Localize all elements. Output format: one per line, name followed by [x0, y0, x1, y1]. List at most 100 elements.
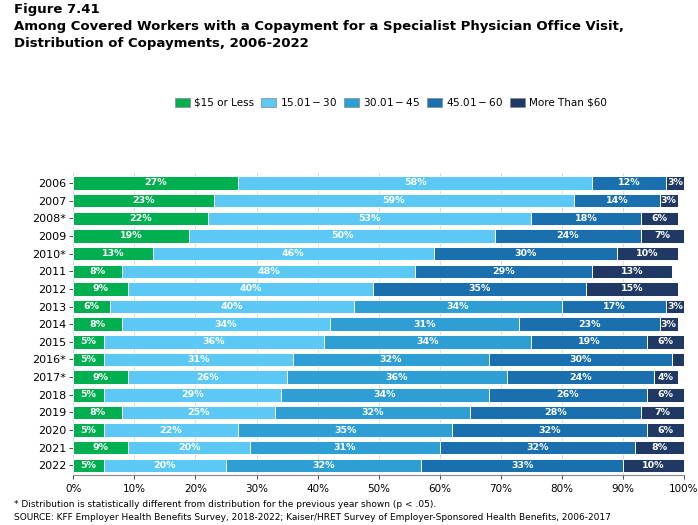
- Text: 8%: 8%: [651, 443, 668, 452]
- Bar: [73, 388, 104, 402]
- Text: 12%: 12%: [618, 178, 640, 187]
- Text: 29%: 29%: [181, 390, 204, 400]
- Text: 46%: 46%: [282, 249, 304, 258]
- Bar: [470, 406, 641, 419]
- Bar: [128, 441, 251, 455]
- Text: 27%: 27%: [144, 178, 167, 187]
- Bar: [104, 353, 293, 366]
- Text: 6%: 6%: [652, 214, 667, 223]
- Bar: [238, 423, 452, 437]
- Text: 23%: 23%: [578, 320, 600, 329]
- Text: 14%: 14%: [606, 196, 628, 205]
- Text: 26%: 26%: [196, 373, 219, 382]
- Bar: [189, 229, 495, 243]
- Text: 8%: 8%: [89, 267, 106, 276]
- Bar: [110, 300, 354, 313]
- Text: 25%: 25%: [187, 408, 209, 417]
- Bar: [648, 335, 684, 349]
- Bar: [641, 406, 684, 419]
- Text: 35%: 35%: [468, 285, 491, 293]
- Bar: [73, 353, 104, 366]
- Bar: [666, 176, 684, 190]
- Bar: [73, 194, 214, 207]
- Text: 13%: 13%: [621, 267, 644, 276]
- Text: 31%: 31%: [334, 443, 356, 452]
- Bar: [214, 194, 574, 207]
- Text: Among Covered Workers with a Copayment for a Specialist Physician Office Visit,: Among Covered Workers with a Copayment f…: [14, 20, 624, 33]
- Text: 5%: 5%: [81, 390, 96, 400]
- Text: 36%: 36%: [202, 338, 225, 346]
- Text: 3%: 3%: [661, 320, 676, 329]
- Text: 9%: 9%: [93, 373, 109, 382]
- Legend: $15 or Less, $15.01 - $30, $30.01 - $45, $45.01 - $60, More Than $60: $15 or Less, $15.01 - $30, $30.01 - $45,…: [171, 92, 611, 112]
- Bar: [593, 176, 666, 190]
- Bar: [73, 441, 128, 455]
- Text: 36%: 36%: [386, 373, 408, 382]
- Bar: [73, 265, 122, 278]
- Text: 34%: 34%: [416, 338, 439, 346]
- Bar: [73, 371, 128, 384]
- Bar: [452, 423, 648, 437]
- Bar: [73, 229, 189, 243]
- Text: 40%: 40%: [239, 285, 262, 293]
- Text: 5%: 5%: [81, 355, 96, 364]
- Bar: [329, 318, 519, 331]
- Text: 31%: 31%: [187, 355, 209, 364]
- Bar: [495, 229, 641, 243]
- Text: 33%: 33%: [511, 461, 533, 470]
- Bar: [104, 459, 226, 472]
- Bar: [641, 229, 684, 243]
- Text: 29%: 29%: [493, 267, 515, 276]
- Text: 8%: 8%: [89, 408, 106, 417]
- Bar: [648, 423, 684, 437]
- Bar: [660, 318, 678, 331]
- Bar: [73, 318, 122, 331]
- Text: 23%: 23%: [133, 196, 155, 205]
- Text: Distribution of Copayments, 2006-2022: Distribution of Copayments, 2006-2022: [14, 37, 309, 50]
- Bar: [324, 335, 531, 349]
- Text: 22%: 22%: [129, 214, 151, 223]
- Bar: [489, 388, 648, 402]
- Bar: [641, 212, 678, 225]
- Text: 17%: 17%: [602, 302, 625, 311]
- Bar: [122, 406, 275, 419]
- Bar: [354, 300, 562, 313]
- Text: 5%: 5%: [81, 426, 96, 435]
- Text: 20%: 20%: [154, 461, 176, 470]
- Bar: [562, 300, 666, 313]
- Bar: [226, 459, 422, 472]
- Text: 6%: 6%: [84, 302, 100, 311]
- Text: 10%: 10%: [636, 249, 659, 258]
- Text: 6%: 6%: [658, 338, 674, 346]
- Text: 22%: 22%: [160, 426, 182, 435]
- Bar: [238, 176, 593, 190]
- Text: SOURCE: KFF Employer Health Benefits Survey, 2018-2022; Kaiser/HRET Survey of Em: SOURCE: KFF Employer Health Benefits Sur…: [14, 513, 611, 522]
- Text: 32%: 32%: [313, 461, 335, 470]
- Bar: [593, 265, 671, 278]
- Text: Figure 7.41: Figure 7.41: [14, 3, 100, 16]
- Bar: [104, 335, 324, 349]
- Bar: [415, 265, 593, 278]
- Text: 34%: 34%: [373, 390, 396, 400]
- Text: 48%: 48%: [258, 267, 280, 276]
- Text: 10%: 10%: [642, 461, 664, 470]
- Bar: [73, 459, 104, 472]
- Bar: [531, 335, 648, 349]
- Bar: [104, 423, 238, 437]
- Bar: [208, 212, 531, 225]
- Bar: [422, 459, 623, 472]
- Bar: [648, 388, 684, 402]
- Bar: [73, 300, 110, 313]
- Bar: [73, 282, 128, 296]
- Bar: [574, 194, 660, 207]
- Text: 59%: 59%: [383, 196, 405, 205]
- Bar: [122, 318, 329, 331]
- Text: 9%: 9%: [93, 285, 109, 293]
- Bar: [660, 194, 678, 207]
- Bar: [433, 247, 617, 260]
- Text: 30%: 30%: [514, 249, 537, 258]
- Bar: [275, 406, 470, 419]
- Text: 24%: 24%: [557, 232, 579, 240]
- Text: 5%: 5%: [81, 461, 96, 470]
- Text: 13%: 13%: [102, 249, 124, 258]
